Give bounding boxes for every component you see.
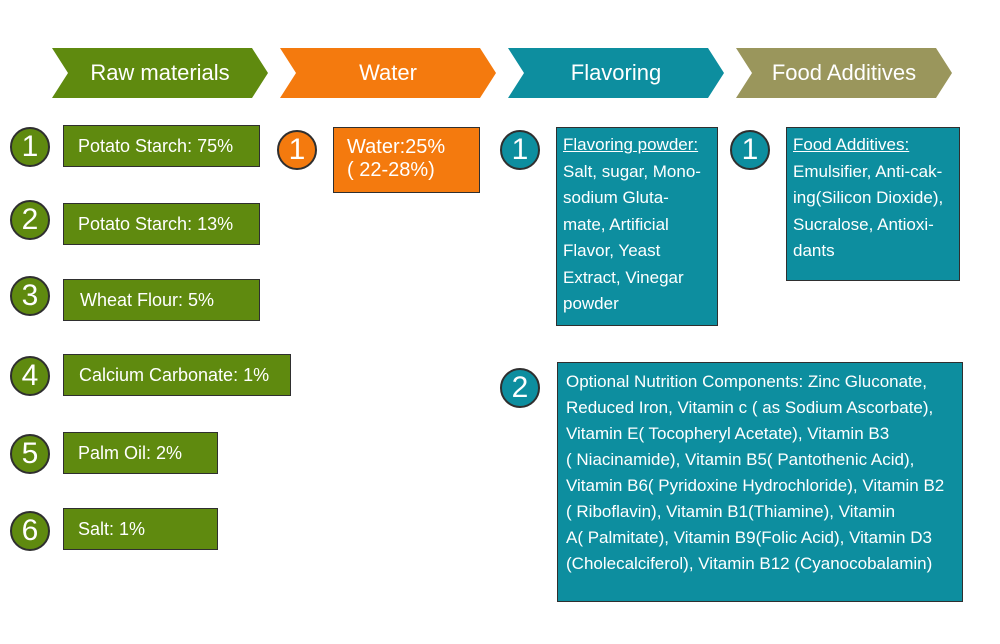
water-range: ( 22-28%): [347, 159, 435, 181]
nutrition-line: Vitamin B6( Pyridoxine Hydrochloride), V…: [566, 476, 945, 495]
header-flavoring: Flavoring: [508, 48, 724, 98]
additives-line: Sucralose, Antioxi-: [793, 214, 934, 234]
nutrition-components-box: Optional Nutrition Components: Zinc Gluc…: [557, 362, 963, 602]
flavoring-line: sodium Gluta-: [563, 188, 669, 207]
raw-item-2-box: Potato Starch: 13%: [63, 203, 260, 245]
nutrition-line: Optional Nutrition Components: Zinc Gluc…: [566, 372, 927, 391]
raw-item-5-number: 5: [10, 434, 50, 474]
water-item-1-number: 1: [277, 130, 317, 170]
flavoring-line: powder: [563, 294, 619, 313]
nutrition-line: ( Niacinamide), Vitamin B5( Pantothenic …: [566, 450, 915, 469]
raw-item-3-number: 3: [10, 276, 50, 316]
flavoring-line: Flavor, Yeast: [563, 241, 661, 260]
flavoring-line: Salt, sugar, Mono-: [563, 161, 701, 181]
nutrition-line: Vitamin E( Tocopheryl Acetate), Vitamin …: [566, 424, 890, 443]
additives-line: ing(Silicon Dioxide),: [793, 188, 944, 207]
header-food-additives-label: Food Additives: [771, 60, 917, 85]
water-box: Water:25% ( 22-28%): [333, 127, 480, 193]
nutrition-line: A( Palmitate), Vitamin B9(Folic Acid), V…: [566, 528, 932, 547]
header-raw-materials: Raw materials: [52, 48, 268, 98]
flavoring-powder-heading: Flavoring powder:: [563, 135, 699, 154]
raw-item-6-box: Salt: 1%: [63, 508, 218, 550]
raw-item-3-box: Wheat Flour: 5%: [63, 279, 260, 321]
nutrition-line: ( Riboflavin), Vitamin B1(Thiamine), Vit…: [566, 502, 896, 521]
raw-item-4-number: 4: [10, 356, 50, 396]
flavoring-line: Extract, Vinegar: [563, 267, 684, 287]
additives-line: dants: [793, 241, 835, 260]
raw-item-4-box: Calcium Carbonate: 1%: [63, 354, 291, 396]
header-water-label: Water: [359, 60, 417, 85]
additives-item-1-number: 1: [730, 130, 770, 170]
flavoring-line: mate, Artificial: [563, 214, 669, 234]
flavoring-item-1-number: 1: [500, 130, 540, 170]
food-additives-box: Food Additives: Emulsifier, Anti-cak- in…: [786, 127, 960, 281]
header-food-additives: Food Additives: [736, 48, 952, 98]
raw-item-1-box: Potato Starch: 75%: [63, 125, 260, 167]
raw-item-6-number: 6: [10, 511, 50, 551]
header-raw-materials-label: Raw materials: [90, 60, 230, 85]
flavoring-powder-box: Flavoring powder: Salt, sugar, Mono- sod…: [556, 127, 718, 326]
header-water: Water: [280, 48, 496, 98]
food-additives-heading: Food Additives:: [793, 135, 910, 154]
water-percentage: Water:25%: [347, 136, 446, 158]
raw-item-5-box: Palm Oil: 2%: [63, 432, 218, 474]
nutrition-line: (Cholecalciferol), Vitamin B12 (Cyanocob…: [566, 554, 933, 573]
flavoring-item-2-number: 2: [500, 368, 540, 408]
raw-item-2-number: 2: [10, 200, 50, 240]
header-flavoring-label: Flavoring: [570, 60, 662, 85]
additives-line: Emulsifier, Anti-cak-: [793, 161, 943, 181]
raw-item-1-number: 1: [10, 127, 50, 167]
nutrition-line: Reduced Iron, Vitamin c ( as Sodium Asco…: [566, 398, 934, 417]
